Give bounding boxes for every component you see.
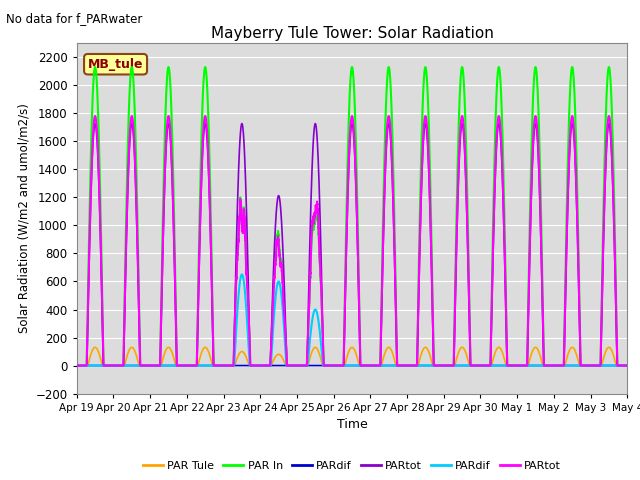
Text: MB_tule: MB_tule	[88, 58, 143, 71]
Legend: PAR Tule, PAR In, PARdif, PARtot, PARdif, PARtot: PAR Tule, PAR In, PARdif, PARtot, PARdif…	[138, 457, 566, 476]
Title: Mayberry Tule Tower: Solar Radiation: Mayberry Tule Tower: Solar Radiation	[211, 25, 493, 41]
Y-axis label: Solar Radiation (W/m2 and umol/m2/s): Solar Radiation (W/m2 and umol/m2/s)	[17, 104, 30, 333]
Text: No data for f_PARwater: No data for f_PARwater	[6, 12, 143, 25]
X-axis label: Time: Time	[337, 418, 367, 431]
